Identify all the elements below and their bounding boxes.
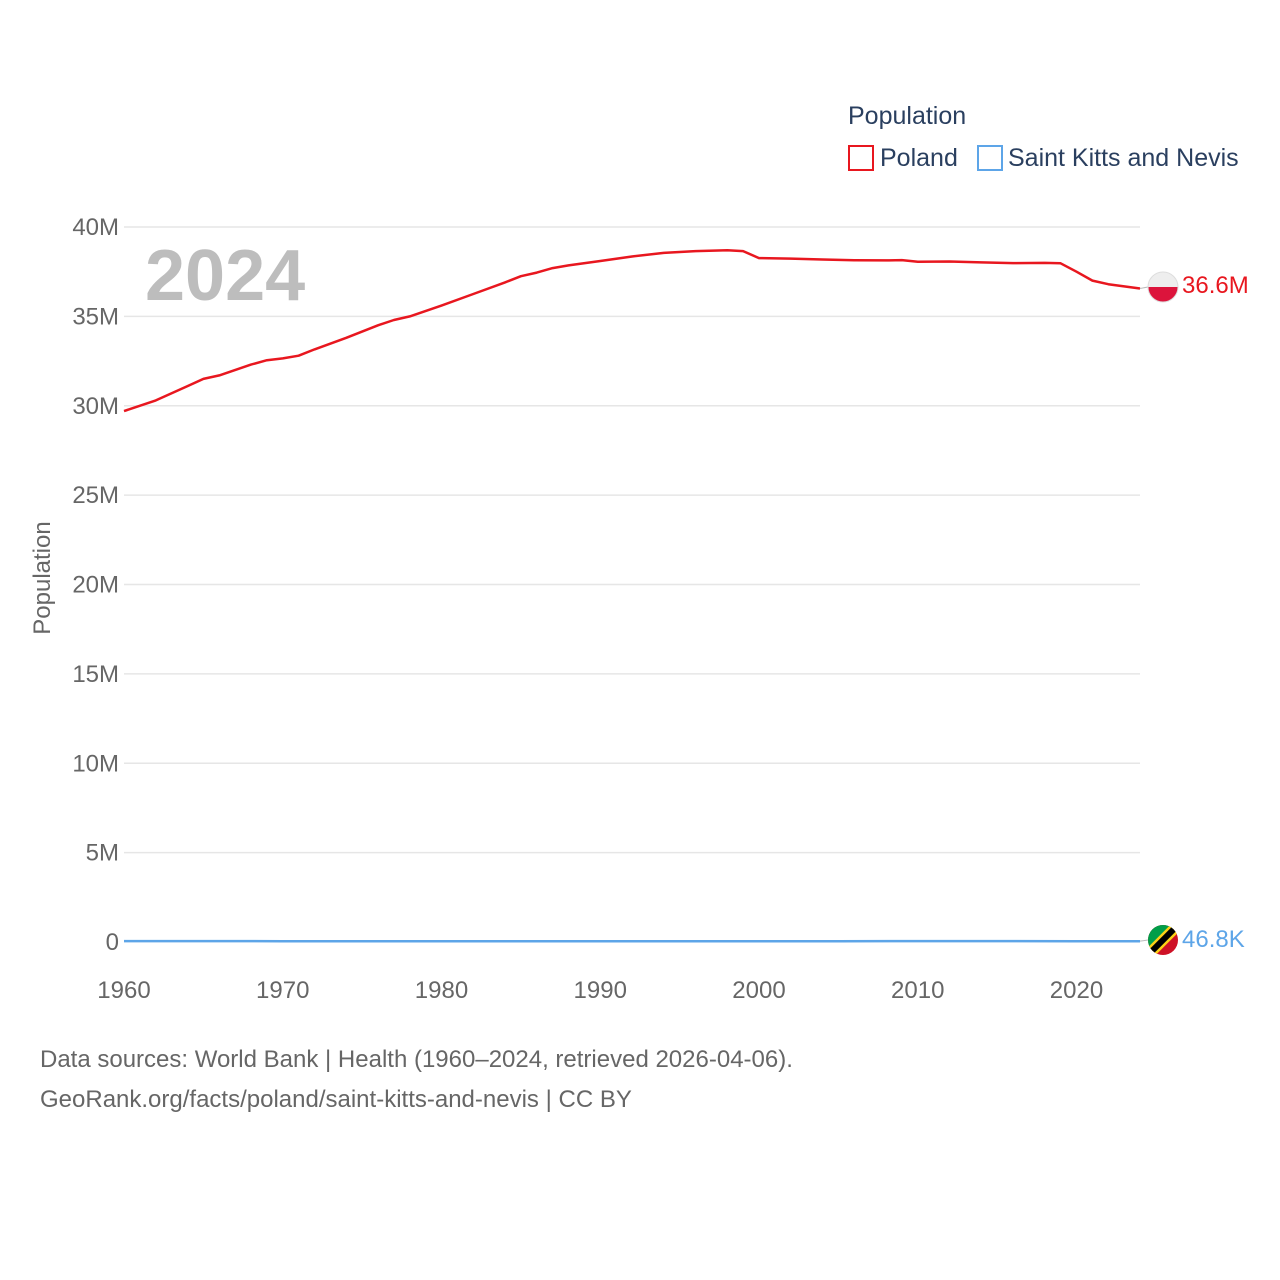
footer: Data sources: World Bank | Health (1960–… — [40, 1040, 793, 1120]
legend-item-saint-kitts-and-nevis[interactable]: Saint Kitts and Nevis — [977, 144, 1239, 172]
legend: Population Poland Saint Kitts and Nevis — [848, 102, 1239, 172]
y-tick-label: 30M — [72, 393, 119, 420]
series-layer — [123, 248, 1149, 943]
poland-flag-icon — [1147, 271, 1179, 303]
legend-swatch-poland — [848, 145, 874, 171]
poland-end-label: 36.6M — [1182, 272, 1249, 299]
y-tick-label: 40M — [72, 214, 119, 241]
x-tick-label: 2020 — [1050, 977, 1103, 1004]
x-tick-label: 1970 — [256, 977, 309, 1004]
y-tick-label: 25M — [72, 482, 119, 509]
y-tick-label: 35M — [72, 303, 119, 330]
legend-title: Population — [848, 102, 966, 130]
y-tick-label: 10M — [72, 750, 119, 777]
x-tick-label: 1980 — [415, 977, 468, 1004]
end-connector — [1139, 286, 1149, 289]
x-tick-label: 2010 — [891, 977, 944, 1004]
x-axis-ticks: 1960 1970 1980 1990 2000 2010 2020 — [97, 977, 1103, 1004]
saint-kitts-and-nevis-end-label: 46.8K — [1182, 926, 1245, 953]
gridlines — [124, 226, 1140, 854]
end-connector — [1139, 939, 1149, 942]
legend-swatch-saint-kitts-and-nevis — [977, 145, 1003, 171]
y-tick-label: 5M — [86, 840, 119, 867]
y-axis-title: Population — [29, 521, 56, 634]
footer-attribution[interactable]: GeoRank.org/facts/poland/saint-kitts-and… — [40, 1086, 632, 1113]
year-label: 2024 — [145, 236, 305, 316]
x-tick-label: 1960 — [97, 977, 150, 1004]
legend-item-poland[interactable]: Poland — [848, 144, 958, 172]
x-tick-label: 2000 — [732, 977, 785, 1004]
saint-kitts-and-nevis-flag-icon — [1148, 925, 1178, 955]
footer-sources: Data sources: World Bank | Health (1960–… — [40, 1046, 793, 1073]
chart: 0 5M 10M 15M 20M 25M 30M 35M 40M 1960 1970 1980 199… — [29, 102, 1249, 1004]
legend-label-saint-kitts-and-nevis: Saint Kitts and Nevis — [1008, 144, 1239, 172]
y-tick-label: 0 — [106, 929, 119, 956]
y-tick-label: 20M — [72, 572, 119, 599]
series-line-poland — [123, 248, 1141, 413]
y-tick-label: 15M — [72, 661, 119, 688]
legend-label-poland: Poland — [880, 144, 958, 172]
y-axis-ticks: 0 5M 10M 15M 20M 25M 30M 35M 40M — [72, 214, 119, 956]
x-tick-label: 1990 — [574, 977, 627, 1004]
